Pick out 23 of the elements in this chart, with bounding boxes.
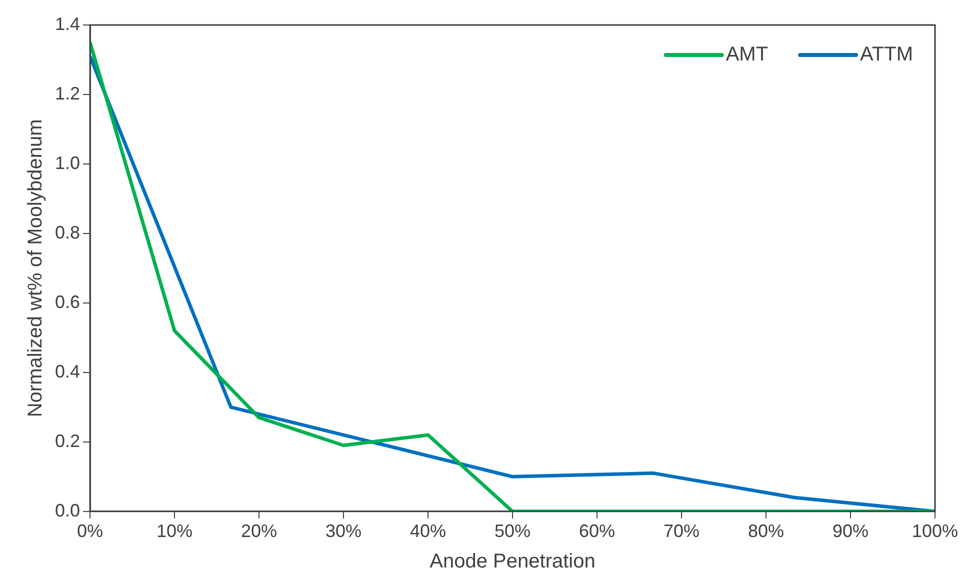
legend-label: AMT xyxy=(726,44,768,66)
y-tick-label: 1.0 xyxy=(54,152,80,173)
x-tick-label: 20% xyxy=(241,521,278,542)
x-tick-label: 30% xyxy=(326,521,362,542)
x-tick-label: 90% xyxy=(832,521,869,542)
y-tick-label: 0.8 xyxy=(54,222,80,242)
y-tick-label: 0.4 xyxy=(54,361,80,382)
x-tick-label: 50% xyxy=(494,521,531,542)
y-tick-label: 0.6 xyxy=(54,292,80,312)
y-axis-title: Normalized wt% of Moolybdenum xyxy=(24,119,47,418)
x-tick-label: 80% xyxy=(748,521,784,542)
x-tick-label: 0% xyxy=(77,521,104,542)
x-tick-label: 70% xyxy=(663,521,700,542)
y-tick-label: 0.2 xyxy=(54,430,80,451)
x-tick-label: 60% xyxy=(578,521,616,542)
y-tick-label: 0.0 xyxy=(54,500,80,520)
legend-label: ATTM xyxy=(860,44,914,66)
x-tick-label: 10% xyxy=(156,521,193,542)
x-tick-label: 100% xyxy=(912,521,958,542)
y-tick-label: 1.4 xyxy=(54,14,80,34)
y-tick-label: 1.2 xyxy=(54,83,80,104)
x-axis-title: Anode Penetration xyxy=(430,550,596,573)
x-tick-label: 40% xyxy=(410,521,446,542)
